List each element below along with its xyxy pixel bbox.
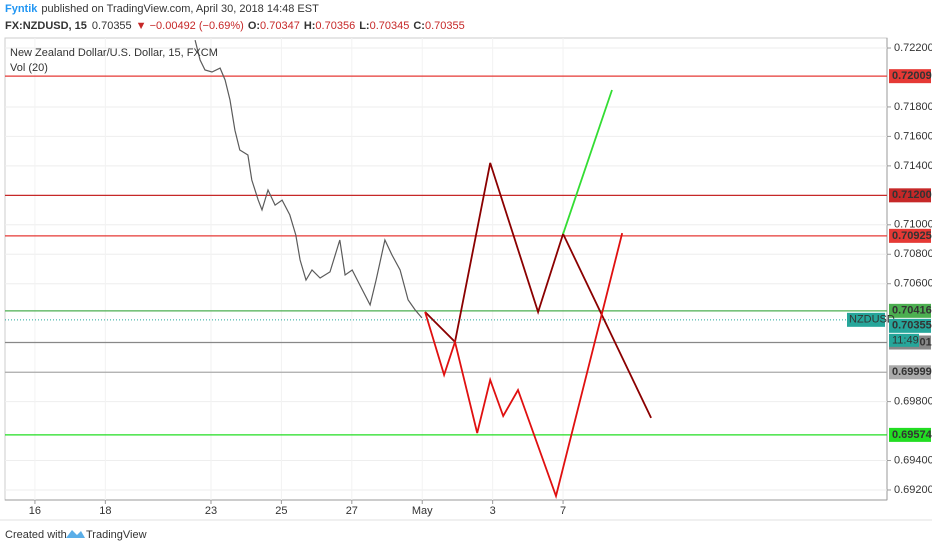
x-tick-label: 27 — [346, 505, 358, 517]
author[interactable]: Fyntik — [5, 3, 38, 15]
x-tick-label: 25 — [275, 505, 287, 517]
price-tag — [889, 228, 931, 243]
price-tag-label: 0.72009 — [892, 70, 932, 82]
price-tag — [889, 303, 931, 318]
o: 0.70347 — [260, 20, 300, 32]
symbol-line: FX:NZDUSD, 15 0.70355 ▼ −0.00492 (−0.69%) O… — [5, 20, 465, 32]
layer: 0.72200 0.71800 0.71600 0.71400 0.71000 0.708… — [5, 38, 932, 517]
price-tag-label: 0.71200 — [892, 189, 932, 201]
x-tick-label: May — [412, 505, 433, 517]
price-tag — [889, 365, 931, 380]
header-line: Fyntik published on TradingView.com, Apri… — [5, 3, 319, 15]
price-tag — [889, 188, 931, 203]
y-tick-label: 0.71400 — [894, 160, 932, 172]
l-label: L: — [359, 20, 369, 32]
change: ▼ −0.00492 (−0.69%) — [136, 20, 244, 32]
countdown-label: 11:49 — [892, 335, 919, 347]
price-tag-label: 0.69574 — [892, 429, 932, 441]
footer-created: Created with — [5, 529, 67, 541]
x-tick-label: 3 — [490, 505, 496, 517]
symbol-tag — [847, 312, 885, 327]
countdown-tag — [889, 333, 919, 347]
y-tick-label: 0.72200 — [894, 42, 932, 54]
price-tag-label: 0.70416 — [892, 305, 932, 317]
last: 0.70355 — [92, 20, 132, 32]
price-tag — [889, 318, 931, 333]
y-tick-label: 0.69400 — [894, 454, 932, 466]
price-line — [194, 39, 423, 319]
chart-subtitle: Vol (20) — [10, 62, 48, 74]
c-label: C: — [413, 20, 425, 32]
y-tick-label: 0.71600 — [894, 130, 932, 142]
h-label: H: — [304, 20, 316, 32]
y-tick-label: 0.70800 — [894, 248, 932, 260]
chart-title: New Zealand Dollar/U.S. Dollar, 15, FXCM — [10, 47, 218, 59]
drawing-line — [424, 232, 624, 500]
published: published on TradingView.com, April 30, … — [41, 3, 319, 15]
x-tick-label: 7 — [560, 505, 566, 517]
footer-brand[interactable]: TradingView — [86, 529, 147, 541]
symbol-tag-label: NZDUSD — [849, 314, 895, 326]
h: 0.70356 — [315, 20, 355, 32]
symbol: FX:NZDUSD, 15 — [5, 20, 87, 32]
x-tick-label: 23 — [205, 505, 217, 517]
y-tick-label: 0.71800 — [894, 101, 932, 113]
y-tick-label: 0.70600 — [894, 278, 932, 290]
l: 0.70345 — [370, 20, 410, 32]
y-tick-label: 0.69800 — [894, 395, 932, 407]
x-tick-label: 18 — [99, 505, 111, 517]
price-tag-label: 0.69999 — [892, 366, 932, 378]
price-tag — [889, 427, 931, 442]
drawing-line — [562, 89, 613, 235]
price-tag — [889, 69, 931, 84]
price-tag-label: 0.70355 — [892, 320, 932, 332]
price-tag-label: 0.70925 — [892, 230, 932, 242]
footer-logo — [66, 530, 85, 538]
o-label: O: — [248, 20, 260, 32]
y-tick-label: 0.69200 — [894, 484, 932, 496]
x-tick-label: 16 — [29, 505, 41, 517]
drawing-line — [424, 162, 652, 419]
y-tick-label: 0.71000 — [894, 219, 932, 231]
c: 0.70355 — [425, 20, 465, 32]
